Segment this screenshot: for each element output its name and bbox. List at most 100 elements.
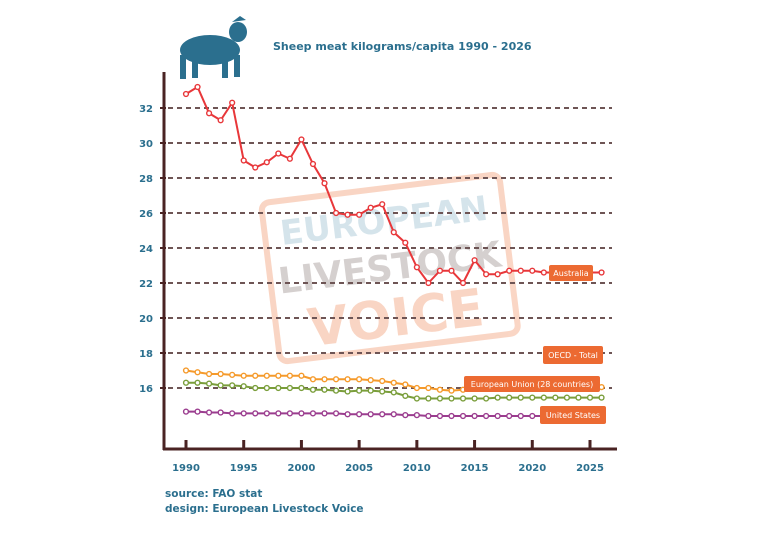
data-point (332, 387, 340, 394)
data-point (356, 211, 363, 218)
label-text: OECD - Total (548, 351, 598, 360)
data-point (402, 392, 409, 399)
data-point (286, 384, 293, 392)
data-point (471, 395, 478, 402)
data-point (529, 267, 536, 274)
data-point (379, 411, 386, 418)
data-point (448, 412, 455, 420)
data-point (344, 376, 351, 383)
data-point (344, 388, 351, 395)
data-point (402, 412, 409, 419)
label-box (549, 265, 593, 281)
data-point (436, 386, 444, 393)
data-point (286, 372, 293, 379)
x-tick-label: 2000 (288, 463, 316, 474)
data-point (344, 211, 351, 218)
y-tick-label: 18 (139, 349, 153, 360)
data-point (252, 384, 259, 392)
data-point (321, 410, 328, 417)
data-point (367, 411, 374, 418)
x-tick-label: 2020 (518, 463, 546, 474)
data-point (298, 372, 305, 379)
y-tick-label: 30 (139, 139, 153, 150)
y-tick-label: 20 (139, 314, 153, 325)
data-point (529, 412, 536, 420)
data-point (494, 394, 501, 401)
data-point (356, 387, 363, 394)
data-point (194, 369, 201, 376)
data-point (252, 372, 259, 379)
data-point (379, 201, 386, 208)
data-point (471, 412, 478, 420)
data-point (402, 381, 409, 388)
data-point (459, 279, 467, 287)
data-point (413, 384, 420, 392)
data-point (483, 395, 490, 402)
data-point (217, 409, 224, 416)
data-point (240, 383, 247, 390)
data-point (252, 164, 259, 171)
data-point (390, 229, 397, 236)
data-point (194, 379, 201, 386)
data-point (379, 388, 386, 395)
data-point (240, 410, 247, 417)
data-point (494, 271, 501, 278)
data-point (205, 110, 213, 117)
data-point (540, 269, 547, 276)
data-point (367, 387, 374, 394)
y-tick-label: 24 (139, 244, 153, 255)
data-point (506, 394, 513, 401)
data-point (529, 394, 536, 401)
data-point (586, 394, 594, 401)
data-point (263, 372, 270, 379)
data-point (517, 267, 524, 274)
data-point (263, 384, 270, 392)
watermark-stamp: EUROPEAN LIVESTOCK VOICE (258, 171, 521, 365)
data-point (517, 394, 524, 401)
data-point (356, 376, 363, 383)
data-point (413, 412, 420, 419)
data-point (275, 372, 282, 379)
data-point (205, 409, 213, 416)
data-point (182, 367, 190, 374)
y-tick-label: 22 (139, 279, 153, 290)
data-point (182, 90, 190, 98)
label-box (464, 376, 600, 392)
data-point (252, 410, 259, 417)
data-point (448, 267, 455, 274)
data-point (229, 382, 236, 389)
series-label: United States (540, 406, 606, 424)
data-point (425, 384, 432, 392)
data-point (275, 150, 282, 157)
source-line: source: FAO stat (165, 488, 263, 500)
data-point (332, 209, 340, 217)
data-point (321, 180, 328, 187)
data-point (321, 376, 328, 383)
data-point (229, 99, 236, 106)
y-tick-label: 26 (139, 209, 153, 220)
data-point (459, 412, 467, 420)
design-line: design: European Livestock Voice (165, 503, 364, 515)
data-point (240, 157, 247, 164)
data-point (309, 410, 317, 417)
data-point (332, 410, 340, 417)
data-point (506, 412, 513, 420)
data-point (459, 395, 467, 402)
x-tick-label: 1995 (230, 463, 258, 474)
data-point (229, 410, 236, 417)
label-text: European Union (28 countries) (471, 380, 593, 389)
data-point (598, 394, 605, 401)
y-tick-label: 28 (139, 174, 153, 185)
data-point (575, 394, 582, 401)
data-point (390, 379, 397, 386)
data-point (182, 379, 190, 386)
data-point (309, 376, 317, 383)
data-point (598, 269, 605, 276)
series-european-union-28-countries- (182, 379, 605, 402)
data-point (425, 279, 432, 287)
data-point (217, 370, 224, 378)
data-point (205, 380, 213, 387)
x-tick-label: 2005 (345, 463, 373, 474)
data-point (402, 239, 409, 246)
